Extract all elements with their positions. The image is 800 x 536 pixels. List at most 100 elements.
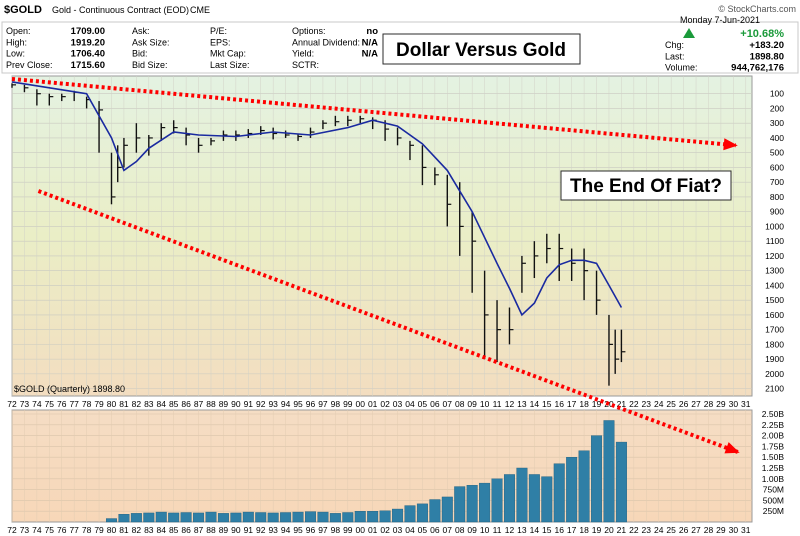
x-tick-label: 73 xyxy=(20,525,30,535)
x-tick-label: 01 xyxy=(368,525,378,535)
x-tick-label: 15 xyxy=(542,525,552,535)
volume-bar xyxy=(516,467,528,523)
x-tick-label: 05 xyxy=(418,399,428,409)
x-tick-label: 74 xyxy=(32,399,42,409)
x-tick-label: 81 xyxy=(119,399,129,409)
col4-label: Annual Dividend: xyxy=(292,37,360,47)
x-tick-label: 06 xyxy=(430,399,440,409)
volume-bar xyxy=(416,503,428,523)
volume-tick-label: 500M xyxy=(763,495,784,505)
x-tick-label: 90 xyxy=(231,525,241,535)
trendline-arrowhead-icon xyxy=(723,138,738,151)
col5-label: Last: xyxy=(665,51,685,61)
volume-bar xyxy=(193,512,205,523)
x-tick-label: 19 xyxy=(592,525,602,535)
x-tick-label: 92 xyxy=(256,525,266,535)
col4-value: no xyxy=(366,26,378,37)
x-tick-label: 08 xyxy=(455,525,465,535)
y-tick-label: 2000 xyxy=(765,369,784,379)
x-tick-label: 18 xyxy=(579,525,589,535)
x-tick-label: 90 xyxy=(231,399,241,409)
col5-label: Volume: xyxy=(665,63,698,73)
x-tick-label: 10 xyxy=(480,399,490,409)
watermark: © StockCharts.com xyxy=(718,4,796,14)
x-tick-label: 93 xyxy=(268,399,278,409)
x-tick-label: 81 xyxy=(119,525,129,535)
col1-label: Prev Close: xyxy=(6,60,53,70)
x-tick-label: 24 xyxy=(654,525,664,535)
x-tick-label: 97 xyxy=(318,399,328,409)
x-tick-label: 82 xyxy=(132,399,142,409)
x-tick-label: 19 xyxy=(592,399,602,409)
volume-tick-label: 2.50B xyxy=(762,409,785,419)
x-tick-label: 11 xyxy=(493,525,502,535)
x-tick-label: 96 xyxy=(306,399,316,409)
col3-label: P/E: xyxy=(210,26,227,36)
volume-tick-label: 750M xyxy=(763,485,784,495)
x-tick-label: 98 xyxy=(331,525,341,535)
volume-bar xyxy=(578,450,590,523)
volume-y-axis: 250M500M750M1.00B1.25B1.50B1.75B2.00B2.2… xyxy=(762,409,785,516)
price-y-axis: 100 200 300 400 500 600 700 800 900 1000 1100 1200 1… xyxy=(765,89,784,394)
x-tick-label: 01 xyxy=(368,399,378,409)
volume-bar xyxy=(566,457,578,523)
y-tick-label: 1200 xyxy=(765,251,784,261)
x-tick-label: 13 xyxy=(517,399,527,409)
trendline xyxy=(37,189,739,454)
x-tick-label: 09 xyxy=(467,399,477,409)
x-tick-label: 23 xyxy=(642,399,652,409)
price-legend: $GOLD (Quarterly) 1898.80 xyxy=(14,384,125,394)
change-percent: +10.68% xyxy=(740,28,784,40)
x-tick-label: 88 xyxy=(206,399,216,409)
trendline-arrowhead-icon xyxy=(724,442,740,454)
volume-x-axis: 72 73 74 75 76 77 78 79 80 81 82 83 84 85 86 87 88 89 90 91… xyxy=(7,525,751,535)
y-tick-label: 1600 xyxy=(765,310,784,320)
description: Gold - Continuous Contract (EOD) xyxy=(52,5,189,15)
volume-bar xyxy=(404,505,416,523)
x-tick-label: 89 xyxy=(219,525,229,535)
volume-bar xyxy=(615,441,627,523)
x-tick-label: 05 xyxy=(418,525,428,535)
x-tick-label: 20 xyxy=(604,399,614,409)
x-tick-label: 78 xyxy=(82,525,92,535)
x-tick-label: 00 xyxy=(356,399,366,409)
col5-value: 944,762,176 xyxy=(731,63,784,74)
col3-label: Last Size: xyxy=(210,60,250,70)
trendline xyxy=(11,76,736,148)
x-tick-label: 75 xyxy=(45,525,55,535)
volume-bar xyxy=(491,478,503,523)
y-tick-label: 1800 xyxy=(765,339,784,349)
title-box xyxy=(382,33,581,65)
col5-label: Chg: xyxy=(665,40,684,50)
x-tick-label: 94 xyxy=(281,399,291,409)
x-tick-label: 21 xyxy=(617,525,627,535)
x-tick-label: 99 xyxy=(343,525,353,535)
volume-bar xyxy=(143,512,155,523)
col2-label: Bid: xyxy=(132,49,148,59)
x-tick-label: 04 xyxy=(405,399,415,409)
volume-tick-label: 250M xyxy=(763,506,784,516)
x-tick-label: 22 xyxy=(629,399,639,409)
x-tick-label: 87 xyxy=(194,399,204,409)
trendlines xyxy=(11,76,738,151)
up-arrow-icon xyxy=(683,28,695,38)
x-tick-label: 25 xyxy=(666,399,676,409)
quote-date: Monday 7-Jun-2021 xyxy=(680,15,760,25)
x-tick-label: 91 xyxy=(244,525,254,535)
x-tick-label: 95 xyxy=(293,525,303,535)
y-tick-label: 1500 xyxy=(765,295,784,305)
y-tick-label: 1900 xyxy=(765,354,784,364)
volume-bar xyxy=(479,482,491,523)
y-tick-label: 1300 xyxy=(765,266,784,276)
x-tick-label: 03 xyxy=(393,399,403,409)
volume-tick-label: 1.25B xyxy=(762,463,785,473)
x-tick-label: 17 xyxy=(567,525,577,535)
x-tick-label: 88 xyxy=(206,525,216,535)
x-tick-label: 13 xyxy=(517,525,527,535)
volume-tick-label: 2.00B xyxy=(762,431,785,441)
volume-bar xyxy=(392,508,404,523)
volume-bar xyxy=(230,512,242,523)
col1-label: High: xyxy=(6,37,27,47)
volume-bar xyxy=(292,511,304,523)
x-tick-label: 14 xyxy=(530,399,540,409)
